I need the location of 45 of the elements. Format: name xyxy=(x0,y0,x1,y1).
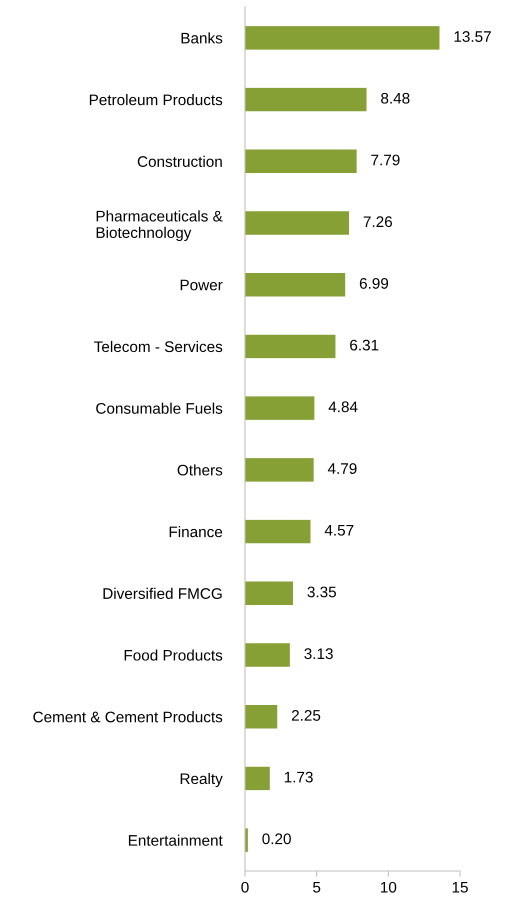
y-tick-label: Construction xyxy=(138,156,222,167)
bar xyxy=(245,396,314,420)
x-tick-label: 0 xyxy=(241,882,249,893)
bar xyxy=(245,766,270,790)
bar xyxy=(245,334,336,358)
bar xyxy=(245,26,440,50)
y-tick-label: Consumable Fuels xyxy=(96,402,222,414)
data-label: 6.31 xyxy=(350,340,378,351)
bar xyxy=(245,458,314,482)
data-label: 1.73 xyxy=(284,772,313,783)
bar xyxy=(245,88,367,112)
y-tick-label: Realty xyxy=(180,772,223,788)
data-label: 7.26 xyxy=(364,216,392,228)
y-tick-label: Diversified FMCG xyxy=(104,588,222,599)
y-tick-label: Banks xyxy=(182,32,222,44)
y-tick-label: Telecom - Services xyxy=(94,340,222,352)
data-label: 2.25 xyxy=(292,710,320,721)
data-label: 13.57 xyxy=(454,31,491,42)
y-tick-label: Finance xyxy=(170,526,222,538)
y-tick-label: Power xyxy=(180,280,223,290)
data-label: 4.84 xyxy=(328,401,358,412)
data-label: 4.57 xyxy=(324,525,354,536)
x-tick-label: 15 xyxy=(452,882,468,893)
y-tick-label: Food Products xyxy=(124,649,222,661)
bar xyxy=(245,211,350,235)
data-label: 3.13 xyxy=(304,648,333,660)
y-tick-label: Petroleum Products xyxy=(90,94,222,106)
x-tick-label: 5 xyxy=(313,882,320,893)
y-tick-label: Cement & Cement Products xyxy=(33,711,222,722)
data-label: 6.99 xyxy=(360,278,388,289)
data-label: 3.35 xyxy=(307,586,336,598)
bar xyxy=(245,582,294,606)
y-tick-label: Entertainment xyxy=(128,834,223,846)
data-label: 7.79 xyxy=(371,154,400,166)
y-tick-label: Others xyxy=(178,464,222,476)
bar xyxy=(245,704,278,728)
data-label: 8.48 xyxy=(381,92,410,104)
data-label: 4.79 xyxy=(328,463,357,474)
bar xyxy=(245,272,346,296)
bar xyxy=(245,150,357,174)
bar xyxy=(245,643,290,667)
bar xyxy=(245,520,311,544)
y-tick-label: Pharmaceuticals & Biotechnology xyxy=(96,210,223,242)
data-label: 0.20 xyxy=(262,833,291,844)
x-tick-label: 10 xyxy=(381,882,396,893)
